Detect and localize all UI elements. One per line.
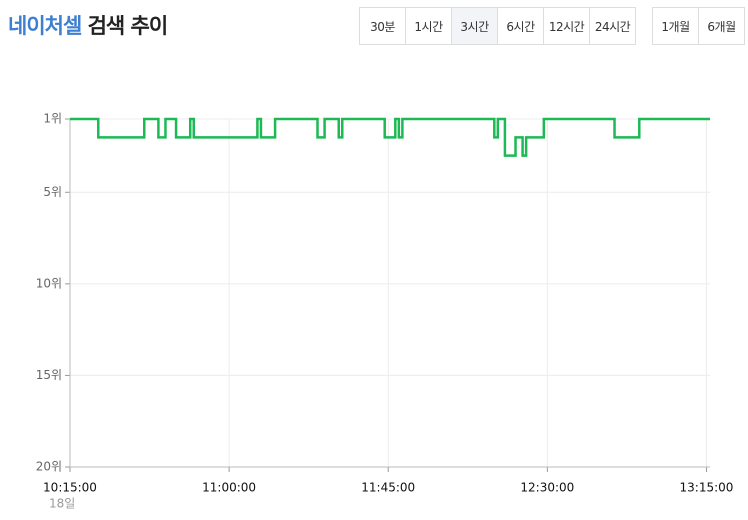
- x-tick-label: 11:45:00: [361, 481, 415, 495]
- range-button[interactable]: 1시간: [406, 8, 452, 44]
- range-button[interactable]: 6개월: [707, 19, 736, 34]
- range-button[interactable]: 24시간: [594, 19, 631, 34]
- range-button[interactable]: 30분: [360, 8, 406, 44]
- y-tick-label: 15위: [36, 368, 62, 382]
- button-group: 1개월 6개월: [652, 7, 745, 45]
- title-text: 검색 추이: [87, 14, 169, 38]
- rank-line: [70, 117, 710, 157]
- y-tick-label: 10위: [36, 276, 62, 290]
- range-button[interactable]: 3시간: [452, 8, 498, 44]
- x-tick-label: 12:30:00: [520, 481, 574, 495]
- title: 네이처셀 검색 추이: [8, 10, 169, 40]
- y-tick-label: 20위: [36, 460, 62, 474]
- x-sublabel: 18일: [49, 497, 75, 511]
- range-button[interactable]: 6시간: [498, 8, 544, 44]
- y-tick-label: 1위: [43, 112, 62, 126]
- y-tick-label: 5위: [43, 185, 62, 199]
- range-button[interactable]: 12시간: [544, 8, 590, 44]
- x-tick-label: 10:15:00: [43, 481, 97, 495]
- x-tick-label: 13:15:00: [680, 481, 734, 495]
- button-group: 30분 1시간 3시간 6시간 12시간 24시간: [359, 7, 636, 45]
- x-tick-label: 11:00:00: [202, 481, 256, 495]
- range-button[interactable]: 1개월: [653, 8, 699, 44]
- title-highlight: 네이처셀: [8, 14, 82, 38]
